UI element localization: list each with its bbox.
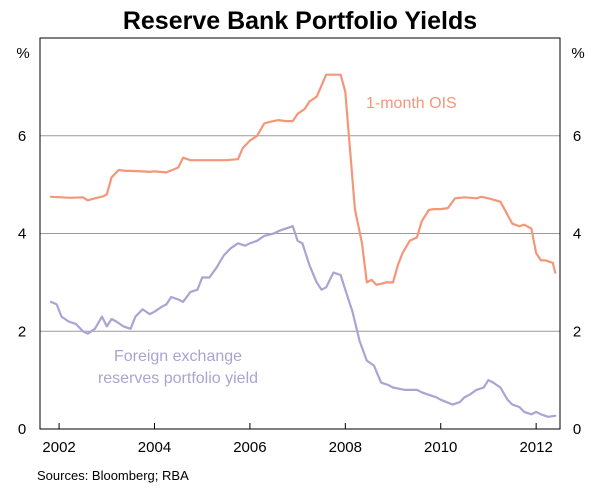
- series-lines: [49, 73, 557, 418]
- gridlines: [40, 135, 560, 429]
- series-line-fx-reserves: [49, 225, 557, 418]
- series-label-fx-line2: reserves portfolio yield: [98, 370, 258, 387]
- y-tick-left-2: 2: [18, 323, 26, 340]
- x-tick-2012: 2012: [519, 439, 552, 456]
- x-tick-labels: 2002 2004 2006 2008 2010 2012: [42, 439, 552, 456]
- y-tick-labels: 0 0 2 2 4 4 6 6: [18, 128, 581, 438]
- y-unit-right: %: [571, 45, 584, 62]
- x-tick-2008: 2008: [329, 439, 362, 456]
- y-tick-right-2: 2: [573, 323, 581, 340]
- y-tick-left-6: 6: [18, 128, 26, 145]
- x-tick-2006: 2006: [233, 439, 266, 456]
- y-tick-right-0: 0: [573, 421, 581, 438]
- source-note: Sources: Bloomberg; RBA: [37, 468, 189, 483]
- y-unit-left: %: [16, 45, 29, 62]
- series-label-fx-line1: Foreign exchange: [114, 348, 242, 365]
- y-tick-left-0: 0: [18, 421, 26, 438]
- x-tick-2004: 2004: [138, 439, 171, 456]
- chart-title: Reserve Bank Portfolio Yields: [123, 7, 477, 35]
- series-label-ois: 1-month OIS: [366, 95, 457, 112]
- plot-frame: [39, 37, 561, 430]
- x-tick-2002: 2002: [42, 439, 75, 456]
- x-tick-2010: 2010: [424, 439, 457, 456]
- y-tick-right-6: 6: [573, 128, 581, 145]
- y-tick-left-4: 4: [18, 226, 26, 243]
- y-tick-right-4: 4: [573, 226, 581, 243]
- series-line-ois: [49, 73, 557, 286]
